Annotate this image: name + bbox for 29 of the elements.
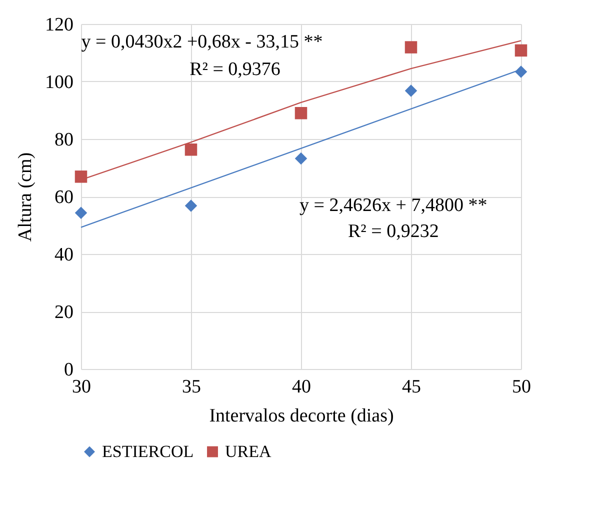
point [404, 84, 418, 97]
y-tick-label: 20 [54, 302, 74, 323]
annotation: R² = 0,9376 [190, 58, 280, 80]
x-axis-title: Intervalos decorte (dias) [209, 406, 394, 426]
point [74, 206, 88, 220]
x-tick-label: 35 [182, 376, 201, 398]
point [184, 200, 198, 212]
y-tick-label: 60 [54, 187, 74, 208]
point [294, 107, 308, 120]
annotation: y = 0,0430x2 +0,68x - 33,15 ** [81, 31, 323, 52]
point [404, 41, 418, 54]
legend-label: UREA [225, 442, 272, 461]
x-tick-label: 45 [402, 376, 421, 398]
point [184, 144, 198, 156]
y-tick-label: 40 [54, 244, 74, 266]
y-tick-label: 80 [54, 130, 74, 150]
point [294, 152, 308, 165]
y-tick-label: 0 [64, 360, 74, 380]
point [514, 44, 528, 57]
point [74, 170, 88, 183]
y-axis-title: Altura (cm) [15, 152, 36, 242]
legend-label: ESTIERCOL [102, 442, 194, 461]
x-tick-label: 30 [72, 376, 91, 398]
y-tick-label: 120 [45, 14, 74, 36]
x-tick-label: 50 [512, 376, 531, 398]
annotation: y = 2,4626x + 7,4800 ** [300, 195, 488, 216]
x-tick-label: 40 [292, 376, 311, 398]
annotation: R² = 0,9232 [348, 221, 439, 242]
y-tick-label: 100 [45, 72, 74, 93]
